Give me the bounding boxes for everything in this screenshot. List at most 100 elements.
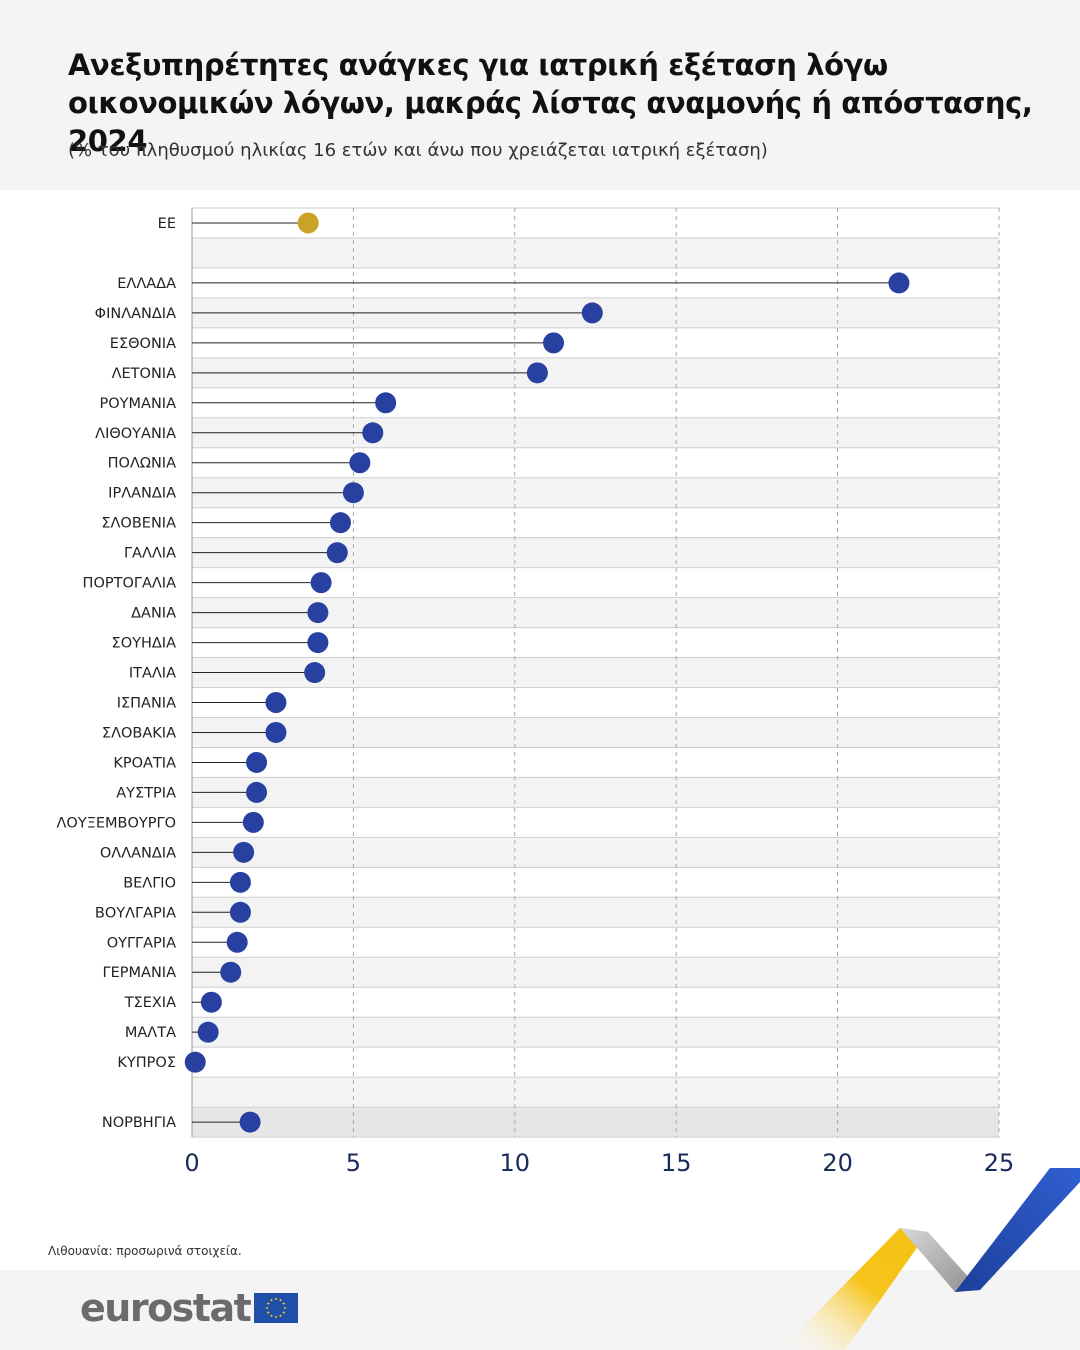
eu-star	[274, 1297, 278, 1301]
row-band	[192, 717, 999, 748]
row-band	[192, 927, 999, 958]
eu-flag-icon	[254, 1293, 299, 1323]
footnote: Λιθουανία: προσωρινά στοιχεία.	[48, 1244, 242, 1258]
row-band	[192, 957, 999, 988]
category-label: ΛΟΥΞΕΜΒΟΥΡΓΟ	[57, 815, 176, 831]
lollipop-dot	[326, 542, 348, 564]
eu-star	[282, 1301, 286, 1305]
lollipop-chart: 0 5 10 15 20 25 ΕΕ ΕΛΛΑΔΑ ΦΙΝΛΑΝΔΙΑ ΕΣΘΟΝΙΑ ΛΕΤΟΝΙ…	[57, 207, 1015, 1177]
category-label: ΠΟΡΤΟΓΑΛΙΑ	[83, 576, 177, 592]
x-tick-label: 5	[346, 1149, 361, 1177]
eu-star	[265, 1306, 269, 1310]
lollipop-dot	[581, 302, 603, 324]
row-band	[192, 897, 999, 928]
lollipop-dot	[200, 991, 222, 1013]
row-band	[192, 657, 999, 688]
eu-star	[279, 1314, 283, 1318]
lollipop-dot	[246, 781, 268, 803]
lollipop-dot	[265, 692, 287, 714]
category-label: ΚΥΠΡΟΣ	[117, 1055, 176, 1071]
category-label: ΙΡΛΑΝΔΙΑ	[108, 486, 176, 502]
plot-panel: 0 5 10 15 20 25 ΕΕ ΕΛΛΑΔΑ ΦΙΝΛΑΝΔΙΑ ΕΣΘΟΝΙΑ ΛΕΤΟΝΙ…	[0, 190, 1080, 1270]
eu-star	[270, 1298, 274, 1302]
lollipop-dot	[349, 452, 371, 474]
x-tick-label: 20	[822, 1149, 853, 1177]
eu-star	[266, 1310, 270, 1314]
lollipop-dot	[246, 751, 268, 773]
category-label: ΝΟΡΒΗΓΙΑ	[102, 1115, 176, 1131]
category-label: ΦΙΝΛΑΝΔΙΑ	[95, 306, 176, 322]
category-label: ΕΣΘΟΝΙΑ	[110, 336, 176, 352]
lollipop-dot	[307, 632, 329, 654]
lollipop-dot	[375, 392, 397, 414]
category-label: ΕΕ	[158, 216, 176, 232]
x-tick-label: 25	[984, 1149, 1015, 1177]
eu-star	[282, 1310, 286, 1314]
eu-star	[274, 1315, 278, 1319]
category-label: ΓΕΡΜΑΝΙΑ	[103, 965, 177, 981]
row-band	[192, 1107, 999, 1138]
lollipop-dot	[310, 572, 332, 594]
category-label: ΟΛΛΑΝΔΙΑ	[100, 845, 176, 861]
category-label: ΡΟΥΜΑΝΙΑ	[100, 396, 177, 412]
row-band	[192, 987, 999, 1018]
chart-subtitle: (% του πληθυσμού ηλικίας 16 ετών και άνω…	[68, 140, 768, 161]
x-tick-label: 0	[184, 1149, 199, 1177]
category-label: ΕΛΛΑΔΑ	[117, 276, 176, 292]
category-label: ΣΛΟΒΕΝΙΑ	[101, 516, 176, 532]
category-label: ΣΟΥΗΔΙΑ	[112, 636, 177, 652]
row-band	[192, 867, 999, 898]
category-label: ΔΑΝΙΑ	[131, 606, 176, 622]
lollipop-dot	[342, 482, 364, 504]
lollipop-dot	[362, 422, 384, 444]
chart-title: Ανεξυπηρέτητες ανάγκες για ιατρική εξέτα…	[68, 48, 1033, 158]
lollipop-dot	[197, 1021, 219, 1043]
lollipop-dot	[239, 1111, 261, 1133]
lollipop-dot	[329, 512, 351, 534]
lollipop-dot	[888, 272, 910, 294]
category-label: ΙΤΑΛΙΑ	[129, 666, 176, 682]
lollipop-dot	[526, 362, 548, 384]
lollipop-dot	[297, 212, 319, 234]
row-band	[192, 777, 999, 808]
lollipop-dot	[265, 721, 287, 743]
lollipop-dot	[229, 901, 251, 923]
lollipop-dot	[304, 662, 326, 684]
logo-text: eurostat	[80, 1286, 252, 1330]
row-band	[192, 807, 999, 838]
eu-star	[270, 1314, 274, 1318]
lollipop-dot	[184, 1051, 206, 1073]
eu-star	[283, 1306, 287, 1310]
row-band	[192, 1047, 999, 1078]
row-band	[192, 1017, 999, 1048]
eu-star	[279, 1298, 283, 1302]
eu-flag-stars	[265, 1297, 287, 1319]
row-band	[192, 687, 999, 718]
category-label: ΠΟΛΩΝΙΑ	[108, 456, 176, 472]
lollipop-dot	[220, 961, 242, 983]
lollipop-dot	[307, 602, 329, 624]
category-label: ΙΣΠΑΝΙΑ	[117, 696, 176, 712]
row-band	[192, 237, 999, 268]
category-label: ΟΥΓΓΑΡΙΑ	[107, 935, 176, 951]
lollipop-dot	[233, 841, 255, 863]
row-band	[192, 208, 999, 238]
lollipop-dot	[242, 811, 264, 833]
eu-star	[266, 1301, 270, 1305]
category-label: ΒΟΥΛΓΑΡΙΑ	[95, 905, 176, 921]
row-band	[192, 747, 999, 778]
category-label: ΒΕΛΓΙΟ	[123, 875, 176, 891]
eurostat-logo: eurostat	[80, 1286, 299, 1330]
category-label: ΣΛΟΒΑΚΙΑ	[102, 725, 176, 741]
category-label: ΛΕΤΟΝΙΑ	[112, 366, 176, 382]
row-band	[192, 1077, 999, 1108]
lollipop-dot	[543, 332, 565, 354]
category-label: ΤΣΕΧΙΑ	[124, 995, 176, 1011]
x-tick-label: 10	[500, 1149, 531, 1177]
x-tick-label: 15	[661, 1149, 692, 1177]
category-label: ΚΡΟΑΤΙΑ	[113, 755, 176, 771]
category-label: ΛΙΘΟΥΑΝΙΑ	[95, 426, 176, 442]
category-label: ΓΑΛΛΙΑ	[124, 546, 176, 562]
row-band	[192, 837, 999, 868]
lollipop-dot	[226, 931, 248, 953]
